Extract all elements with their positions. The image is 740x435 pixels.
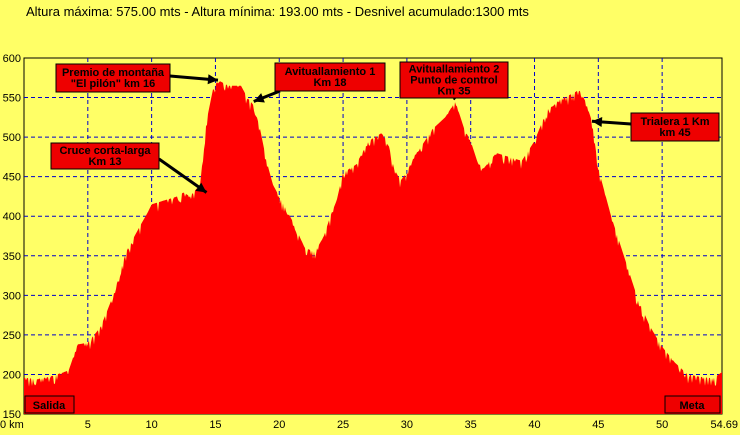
x-tick-label: 5 [85,419,91,431]
annotation-box [399,61,509,99]
annotation-text: Km 13 [88,156,121,168]
x-tick-label: 30 [401,419,413,431]
annotation-arrowhead [195,182,207,193]
annotation-text: Premio de montaña [62,67,165,79]
annotation-text: km 45 [659,127,690,139]
annotation-text: "El pilón" km 16 [71,78,155,90]
start-label: Salida [24,395,75,414]
y-tick-label: 600 [3,53,21,65]
annotation-text: Punto de control [410,75,497,87]
x-tick-label: 54.69 [710,419,738,431]
end-label-box [664,395,721,414]
x-tick-label: 50 [656,419,668,431]
elevation-summary: Altura máxima: 575.00 mts - Altura mínim… [26,4,529,19]
annotation-text: Avituallamiento 1 [285,66,376,78]
x-tick-label: 0 km [0,419,24,431]
x-tick-label: 20 [273,419,285,431]
start-label-box [24,395,75,414]
x-tick-label: 15 [209,419,221,431]
x-axis-ticks: 0 km 5 10 15 20 25 30 35 40 45 50 54.69 [0,419,738,431]
elevation-fill [24,81,722,414]
x-tick-label: 35 [465,419,477,431]
end-label-text: Meta [679,400,705,412]
x-tick-label: 40 [528,419,540,431]
y-tick-label: 400 [3,211,21,223]
y-tick-label: 300 [3,290,21,302]
annotation-16: Premio de montaña"El pilón" km 16 [55,63,219,93]
x-tick-label: 10 [146,419,158,431]
annotation-box [55,63,171,93]
annotation-text: Km 18 [313,77,346,89]
annotation-box [274,62,386,92]
annotation-arrowhead [591,116,603,127]
annotations: Premio de montaña"El pilón" km 16 Avitual… [50,61,720,194]
annotation-text: Cruce corta-larga [59,145,151,157]
y-tick-label: 450 [3,172,21,184]
annotation-arrowhead [253,93,265,103]
y-tick-label: 500 [3,132,21,144]
start-label-text: Salida [33,400,66,412]
annotation-text: Avituallamiento 2 [409,64,500,76]
y-tick-label: 550 [3,93,21,105]
annotation-arrowhead [207,74,218,85]
x-tick-label: 25 [337,419,349,431]
elevation-area [24,81,722,414]
annotation-text: Km 35 [437,86,470,98]
endpoint-labels: Salida Meta [24,395,721,414]
annotation-box [630,112,720,142]
annotation-box [50,142,160,170]
y-tick-label: 250 [3,330,21,342]
y-tick-label: 150 [3,409,21,421]
y-tick-label: 350 [3,251,21,263]
y-axis-ticks: 150 200 250 300 350 400 450 500 550 600 [3,53,21,421]
x-tick-label: 45 [592,419,604,431]
end-label: Meta [664,395,721,414]
y-tick-label: 200 [3,369,21,381]
annotation-text: Trialera 1 Km [640,116,709,128]
annotation-18: Avituallamiento 1Km 18 [253,62,386,103]
